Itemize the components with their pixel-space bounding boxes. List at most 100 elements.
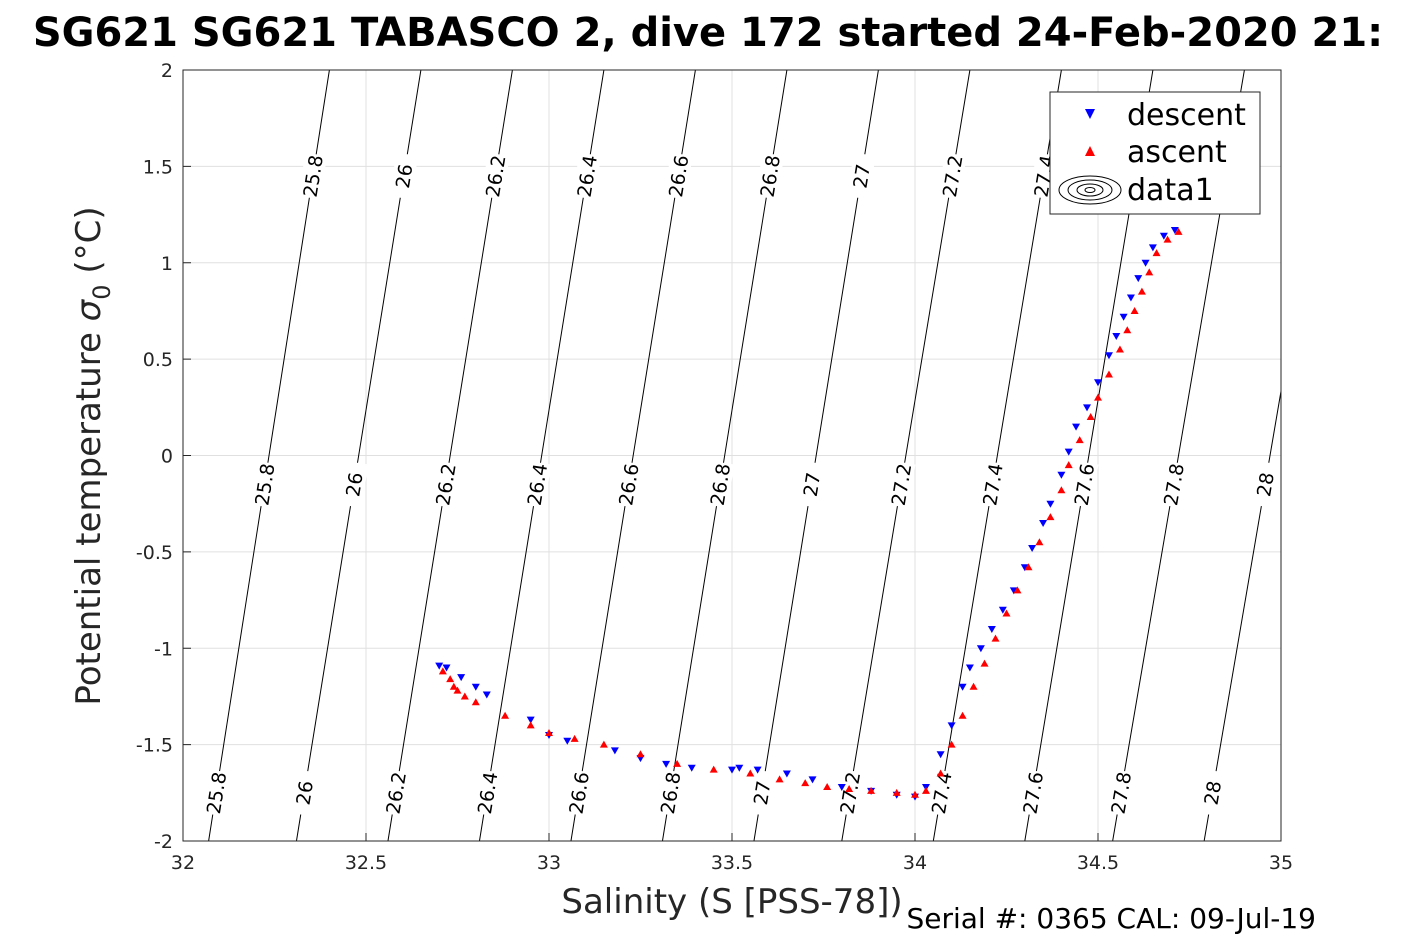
ascent-point [446,675,455,683]
density-contour-27.2 [841,69,971,842]
ascent-series [438,227,1183,798]
descent-point [563,737,572,745]
descent-point [965,664,974,672]
contour-label-bg [339,460,369,508]
contour-label-bg [1197,769,1227,817]
legend-data1-label: data1 [1127,173,1214,208]
descent-point [442,664,451,672]
descent-point [482,691,491,699]
ascent-point [673,759,682,767]
ascent-point [845,784,854,792]
y-axis-label-subscript: 0 [88,284,116,299]
legend-ascent-marker [1085,146,1095,156]
contour-label-bg [655,769,685,817]
descent-point [1126,294,1135,302]
ascent-point [1013,586,1022,594]
y-axis-label: Potential temperature σ0 (°C) [69,206,116,705]
ascent-point [1046,513,1055,521]
contour-label-bg [298,152,328,200]
contour-label-bg [846,152,876,200]
ascent-point [991,634,1000,642]
contour-label-bg [472,769,502,817]
ascent-point [947,740,956,748]
contour-label-bg [480,152,510,200]
descent-point [958,683,967,691]
contour-label-bg [797,460,826,508]
ascent-point [709,765,718,773]
serial-cal-footer: Serial #: 0365 CAL: 09-Jul-19 [906,902,1316,935]
descent-point [1028,545,1037,553]
contour-label-bg [835,769,865,817]
contour-label-bg [614,460,643,508]
contour-label-bg [289,769,319,817]
ascent-point [958,711,967,719]
contour-label-bg [886,460,916,508]
descent-point [947,722,956,730]
ascent-point [1057,486,1066,494]
descent-point [1020,564,1029,572]
descent-point [1046,500,1055,508]
descent-point [753,766,762,774]
x-tick-label: 34.5 [1077,852,1119,874]
contour-label-27: 27 [800,471,826,498]
contour-label-bg [522,460,552,508]
contour-label-bg [1250,460,1280,508]
descent-point [1083,404,1092,412]
contour-label-bg [926,769,956,817]
contour-label-bg [431,460,460,508]
contour-label-bg [937,152,967,200]
y-axis-label-suffix: (°C) [69,206,109,284]
descent-point [1104,352,1113,360]
contour-label-bg [1069,460,1099,508]
descent-point [687,764,696,772]
density-contour-26 [295,69,422,842]
ascent-point [1137,287,1146,295]
ascent-point [599,740,608,748]
ascent-point [460,692,469,700]
y-tick-label: 2 [161,60,173,82]
contour-label-bg [201,769,231,817]
descent-point [1119,313,1128,321]
ascent-point [823,783,832,791]
ascent-point [1024,563,1033,571]
ascent-point [1163,235,1172,243]
x-tick-label: 33 [537,852,561,874]
descent-point [837,784,846,792]
contour-label-bg [572,152,602,200]
contour-label-bg [564,769,594,817]
ascent-point [1174,227,1183,235]
ascent-point [936,769,945,777]
descent-point [1009,587,1018,595]
ascent-point [746,769,755,777]
descent-point [1057,471,1066,479]
y-tick-label: 1.5 [143,156,173,178]
contour-label-28: 28 [1200,779,1226,807]
contour-label-bg [755,152,785,200]
contour-label-27: 27 [849,162,875,189]
legend-ascent-label: ascent [1127,135,1227,170]
y-tick-label: -1.5 [136,735,173,757]
contour-label-bg [1106,769,1136,817]
ascent-point [1035,538,1044,546]
x-axis-ticks: 32 32.5 33 33.5 34 34.5 35 [171,833,1293,874]
x-tick-label: 32.5 [345,852,387,874]
legend-descent-marker [1085,109,1095,119]
ascent-point [1064,461,1073,469]
y-tick-label: -1 [154,638,173,660]
descent-point [1094,379,1102,387]
descent-point [728,766,736,774]
density-contour-27.4 [932,69,1062,842]
contour-label-27: 27 [750,779,776,806]
contour-label-bg [381,769,411,817]
density-contour-26.8 [661,69,788,842]
density-contour-27 [753,69,879,842]
legend: descent ascent data1 [1049,91,1261,215]
descent-point [936,751,945,759]
legend-box [1049,91,1261,215]
descent-point [457,674,466,682]
y-tick-label: -0.5 [136,542,173,564]
contour-label-26: 26 [392,162,418,189]
ascent-point [570,734,579,742]
y-axis-label-prefix: Potential temperature [69,321,109,705]
